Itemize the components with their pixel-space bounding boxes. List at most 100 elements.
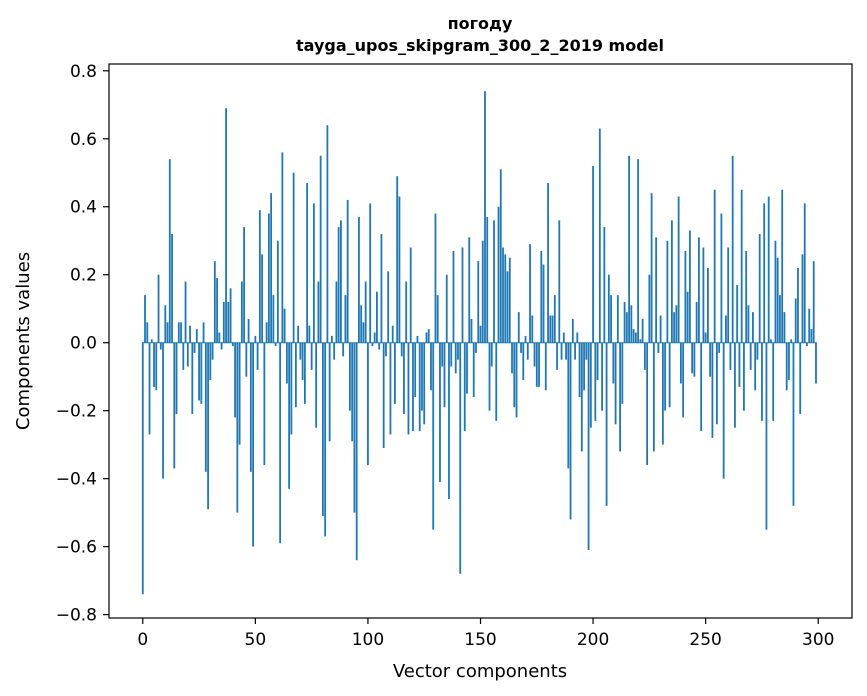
bar-193 [576,332,579,343]
bar-203 [598,128,601,343]
bar-135 [445,274,448,343]
bar-248 [700,342,703,432]
bar-157 [495,342,498,421]
bar-51 [256,342,259,370]
bar-187 [562,332,565,343]
bar-10 [164,305,167,343]
chart-title-line1: погоду [448,14,513,33]
bar-263 [734,342,736,428]
bar-133 [441,342,444,367]
bar-191 [571,318,574,343]
bar-44 [240,281,243,343]
bar-27 [202,322,205,343]
x-axis-ticks: 0 50 100 150 200 250 300 [137,618,834,650]
bar-294 [803,203,806,343]
bar-244 [691,342,694,374]
bar-159 [499,169,502,343]
bar-233 [666,240,669,343]
bar-1 [144,295,146,343]
x-tick-label: 50 [245,630,267,650]
bar-291 [797,267,799,343]
bar-112 [394,342,396,404]
bar-17 [180,322,182,343]
bar-56 [267,213,270,343]
bar-252 [709,342,712,377]
bar-25 [198,342,200,401]
bar-205 [603,227,606,343]
bar-67 [292,172,295,343]
bar-50 [254,335,257,343]
bar-136 [448,342,450,500]
bar-162 [506,271,509,343]
bar-90 [344,295,347,343]
bar-271 [752,312,754,343]
bar-64 [285,342,288,384]
bar-228 [655,237,658,343]
bar-111 [391,325,394,343]
bar-192 [574,342,576,360]
bar-105 [378,342,381,350]
bar-69 [297,325,300,343]
bar-32 [213,261,216,343]
bar-257 [720,213,723,343]
bar-70 [299,342,302,360]
bar-220 [637,159,640,343]
bar-278 [767,196,770,343]
bar-33 [216,278,218,343]
bar-63 [283,308,286,343]
bar-209 [612,342,615,384]
bar-22 [191,342,194,415]
bar-206 [605,342,608,506]
bar-176 [538,342,540,387]
x-tick-label: 100 [352,630,384,650]
bar-299 [815,342,817,384]
bar-254 [713,189,716,343]
bar-215 [625,312,628,343]
bar-30 [209,342,212,381]
bar-131 [436,295,439,343]
bar-208 [610,295,612,343]
bar-201 [594,342,597,421]
y-axis-label: Components values [13,252,34,430]
bar-270 [749,342,752,370]
bar-227 [652,342,655,452]
bar-241 [684,250,687,343]
bar-200 [592,165,594,343]
bar-7 [157,274,160,343]
bar-119 [409,247,412,343]
bar-74 [308,325,311,343]
bar-55 [265,322,268,343]
bar-78 [317,281,320,343]
bar-167 [517,312,520,343]
y-tick-label: 0.2 [70,266,97,286]
bar-166 [515,342,518,418]
bar-214 [623,301,626,343]
bar-204 [601,342,603,411]
bar-107 [382,342,385,449]
bar-103 [373,332,376,343]
bar-177 [540,250,543,343]
bar-295 [806,342,808,347]
bar-199 [589,342,592,428]
bar-151 [481,240,484,343]
y-tick-label: 0.6 [70,130,97,150]
bar-8 [159,342,162,350]
bar-148 [475,342,477,353]
y-tick-label: 0.8 [70,62,97,82]
bar-82 [326,125,329,343]
bar-207 [607,274,610,343]
bar-266 [740,189,743,343]
bar-261 [729,342,732,370]
bar-109 [387,271,390,343]
bar-234 [668,342,671,408]
bar-116 [403,342,405,415]
bar-59 [274,342,277,347]
bar-286 [785,342,788,391]
bar-26 [200,342,203,404]
bar-123 [418,342,421,432]
bar-102 [371,342,374,347]
bar-144 [466,342,468,394]
bar-245 [693,342,696,377]
bar-172 [529,244,531,343]
